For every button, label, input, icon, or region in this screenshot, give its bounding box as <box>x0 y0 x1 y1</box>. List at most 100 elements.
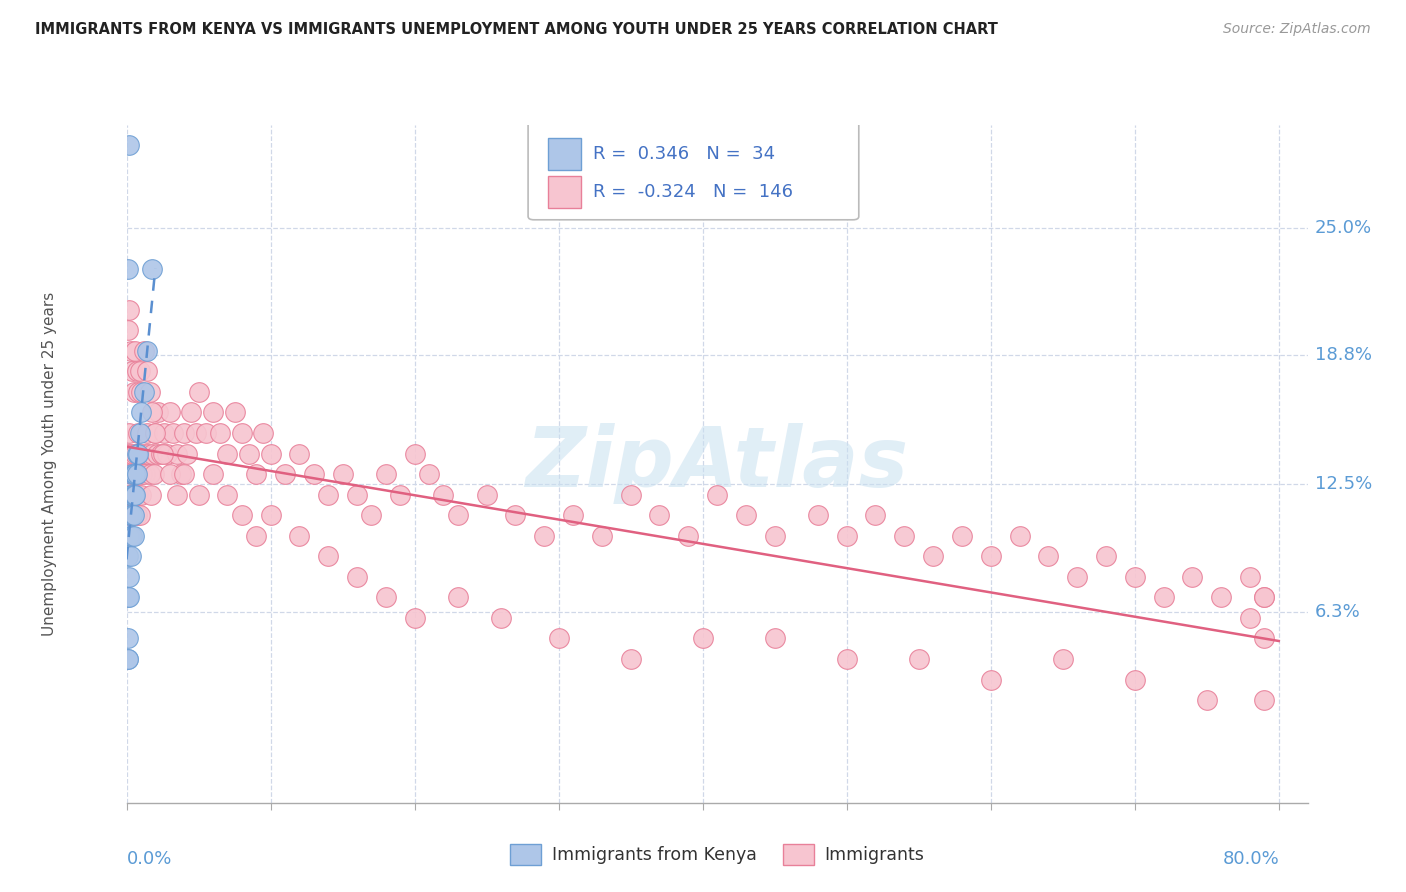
Point <box>360 508 382 523</box>
Point <box>173 467 195 482</box>
Point <box>678 529 700 543</box>
Point <box>129 405 152 419</box>
Point <box>118 508 141 523</box>
Point <box>118 591 141 605</box>
Point <box>170 467 193 482</box>
Point <box>302 467 325 482</box>
Point <box>950 529 973 543</box>
Point <box>117 652 139 666</box>
Point <box>125 508 148 523</box>
Point <box>129 488 152 502</box>
Point <box>1253 591 1275 605</box>
Point <box>835 529 858 543</box>
Point <box>1253 591 1275 605</box>
Point <box>346 488 368 502</box>
Point <box>121 467 143 482</box>
Point <box>122 467 145 482</box>
Point <box>122 508 145 523</box>
Point <box>141 446 163 460</box>
Point <box>1123 673 1146 687</box>
Point <box>135 343 157 358</box>
Point <box>1095 549 1118 564</box>
Point <box>259 508 281 523</box>
Point <box>1066 570 1088 584</box>
Point <box>1239 611 1261 625</box>
Point <box>893 529 915 543</box>
Point <box>128 364 150 378</box>
Point <box>120 467 142 482</box>
Point <box>122 529 145 543</box>
Point <box>121 488 143 502</box>
Point <box>118 425 141 440</box>
Point <box>591 529 613 543</box>
Point <box>127 488 149 502</box>
Point <box>807 508 830 523</box>
Point <box>620 488 643 502</box>
Point <box>153 425 176 440</box>
Point <box>117 261 139 276</box>
Point <box>201 467 224 482</box>
Point <box>120 343 142 358</box>
Point <box>288 446 311 460</box>
Point <box>125 446 148 460</box>
Point <box>389 488 412 502</box>
Point <box>122 508 145 523</box>
Point <box>706 488 728 502</box>
Point <box>734 508 756 523</box>
Point <box>121 446 143 460</box>
Point <box>374 467 396 482</box>
Point <box>374 591 396 605</box>
Point <box>187 488 209 502</box>
Point <box>231 425 253 440</box>
Point <box>132 384 155 399</box>
Point <box>475 488 498 502</box>
Point <box>121 364 143 378</box>
Point <box>533 529 555 543</box>
Point <box>135 425 157 440</box>
Point <box>117 549 139 564</box>
Point <box>117 591 139 605</box>
Point <box>120 529 142 543</box>
Point <box>274 467 297 482</box>
Text: 12.5%: 12.5% <box>1315 475 1372 493</box>
Point <box>124 343 146 358</box>
Point <box>121 529 143 543</box>
Legend: Immigrants from Kenya, Immigrants: Immigrants from Kenya, Immigrants <box>503 837 931 872</box>
Point <box>547 632 569 646</box>
Point <box>316 549 339 564</box>
Text: 6.3%: 6.3% <box>1315 603 1361 621</box>
Point <box>245 529 267 543</box>
FancyBboxPatch shape <box>548 137 581 170</box>
Point <box>1181 570 1204 584</box>
Point <box>1038 549 1060 564</box>
Point <box>118 508 141 523</box>
Text: R =  -0.324   N =  146: R = -0.324 N = 146 <box>593 183 793 201</box>
Text: Unemployment Among Youth under 25 years: Unemployment Among Youth under 25 years <box>42 292 58 636</box>
Point <box>141 261 163 276</box>
Point <box>127 384 149 399</box>
Point <box>1153 591 1175 605</box>
Point <box>124 467 146 482</box>
Point <box>125 467 148 482</box>
Text: 0.0%: 0.0% <box>127 850 172 868</box>
Point <box>148 405 170 419</box>
Point <box>316 488 339 502</box>
Point <box>1211 591 1233 605</box>
Point <box>404 611 426 625</box>
Point <box>128 425 150 440</box>
Point <box>120 488 142 502</box>
Point <box>127 425 149 440</box>
Point <box>159 467 181 482</box>
Point <box>489 611 512 625</box>
Point <box>124 488 146 502</box>
Point <box>648 508 671 523</box>
Point <box>180 405 202 419</box>
Point <box>980 549 1002 564</box>
Point <box>117 446 139 460</box>
Point <box>1253 693 1275 707</box>
Point <box>763 632 786 646</box>
Point <box>252 425 274 440</box>
Point <box>259 446 281 460</box>
Point <box>432 488 454 502</box>
Point <box>118 302 141 317</box>
